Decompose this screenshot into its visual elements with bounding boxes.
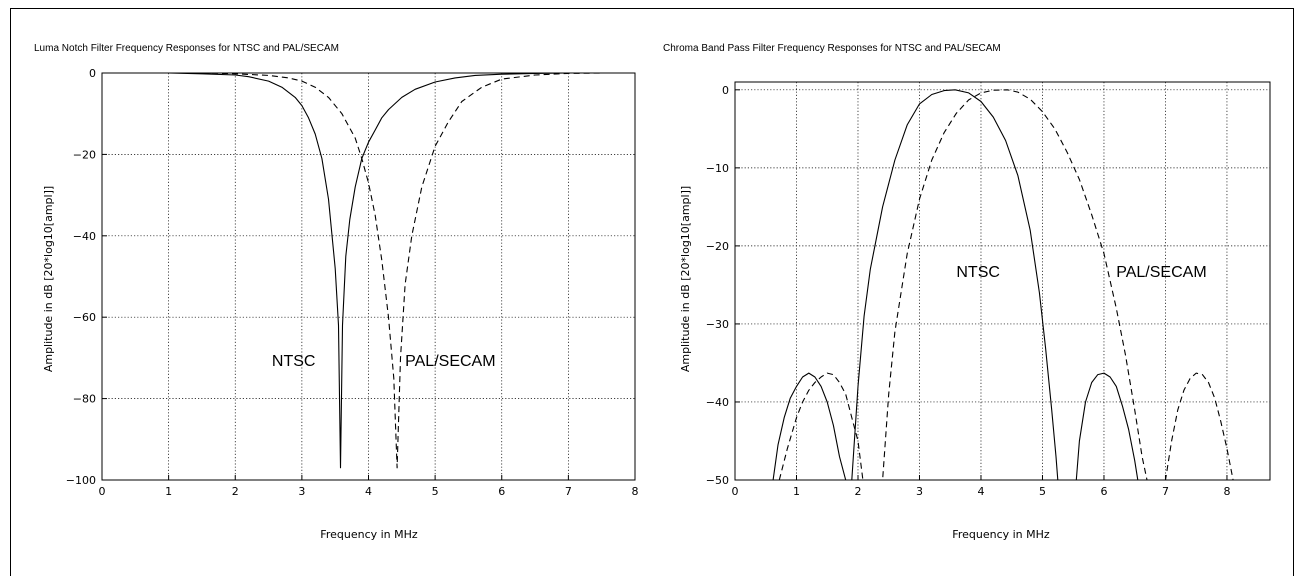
x-tick-label: 0	[732, 485, 739, 498]
y-tick-label: 0	[89, 67, 96, 80]
x-tick-label: 8	[1223, 485, 1230, 498]
x-tick-label: 0	[99, 485, 106, 498]
chart-title: Chroma Band Pass Filter Frequency Respon…	[663, 43, 1001, 54]
x-tick-label: 7	[1162, 485, 1169, 498]
x-tick-label: 6	[498, 485, 505, 498]
y-tick-label: −20	[73, 148, 96, 161]
y-tick-label: −30	[706, 318, 729, 331]
x-tick-label: 3	[916, 485, 923, 498]
annotation-label: NTSC	[272, 353, 316, 370]
x-tick-label: 2	[232, 485, 239, 498]
annotation-label: NTSC	[956, 264, 1000, 281]
y-tick-label: 0	[722, 84, 729, 97]
figure-frame	[10, 8, 1294, 576]
y-axis-label: Amplitude in dB [20*log10[ampl]]	[679, 186, 692, 372]
y-tick-label: −50	[706, 474, 729, 487]
y-tick-label: −40	[706, 396, 729, 409]
x-tick-label: 7	[565, 485, 572, 498]
luma-notch-chart: Luma Notch Filter Frequency Responses fo…	[34, 43, 639, 541]
x-tick-label: 4	[977, 485, 984, 498]
x-axis-label: Frequency in MHz	[952, 528, 1050, 541]
chart-title: Luma Notch Filter Frequency Responses fo…	[34, 43, 339, 54]
y-tick-label: −80	[73, 393, 96, 406]
y-axis-label: Amplitude in dB [20*log10[ampl]]	[42, 186, 55, 372]
x-tick-label: 6	[1100, 485, 1107, 498]
annotation-label: PAL/SECAM	[1116, 264, 1206, 281]
x-tick-label: 5	[432, 485, 439, 498]
x-tick-label: 3	[298, 485, 305, 498]
x-axis-label: Frequency in MHz	[320, 528, 418, 541]
y-tick-label: −10	[706, 162, 729, 175]
series-line-ntsc	[772, 89, 1139, 481]
plot-area	[734, 81, 1271, 481]
series-line-ntsc	[102, 72, 635, 469]
x-tick-label: 2	[854, 485, 861, 498]
x-tick-label: 8	[632, 485, 639, 498]
y-tick-label: −40	[73, 230, 96, 243]
x-tick-label: 1	[793, 485, 800, 498]
y-tick-label: −20	[706, 240, 729, 253]
x-tick-label: 5	[1039, 485, 1046, 498]
annotation-label: PAL/SECAM	[405, 353, 495, 370]
series-line-pal-secam	[102, 72, 635, 469]
series-line-pal-secam	[778, 89, 1234, 481]
y-tick-label: −100	[66, 474, 96, 487]
x-tick-label: 4	[365, 485, 372, 498]
x-tick-label: 1	[165, 485, 172, 498]
y-tick-label: −60	[73, 311, 96, 324]
chroma-bandpass-chart: Chroma Band Pass Filter Frequency Respon…	[663, 43, 1271, 541]
